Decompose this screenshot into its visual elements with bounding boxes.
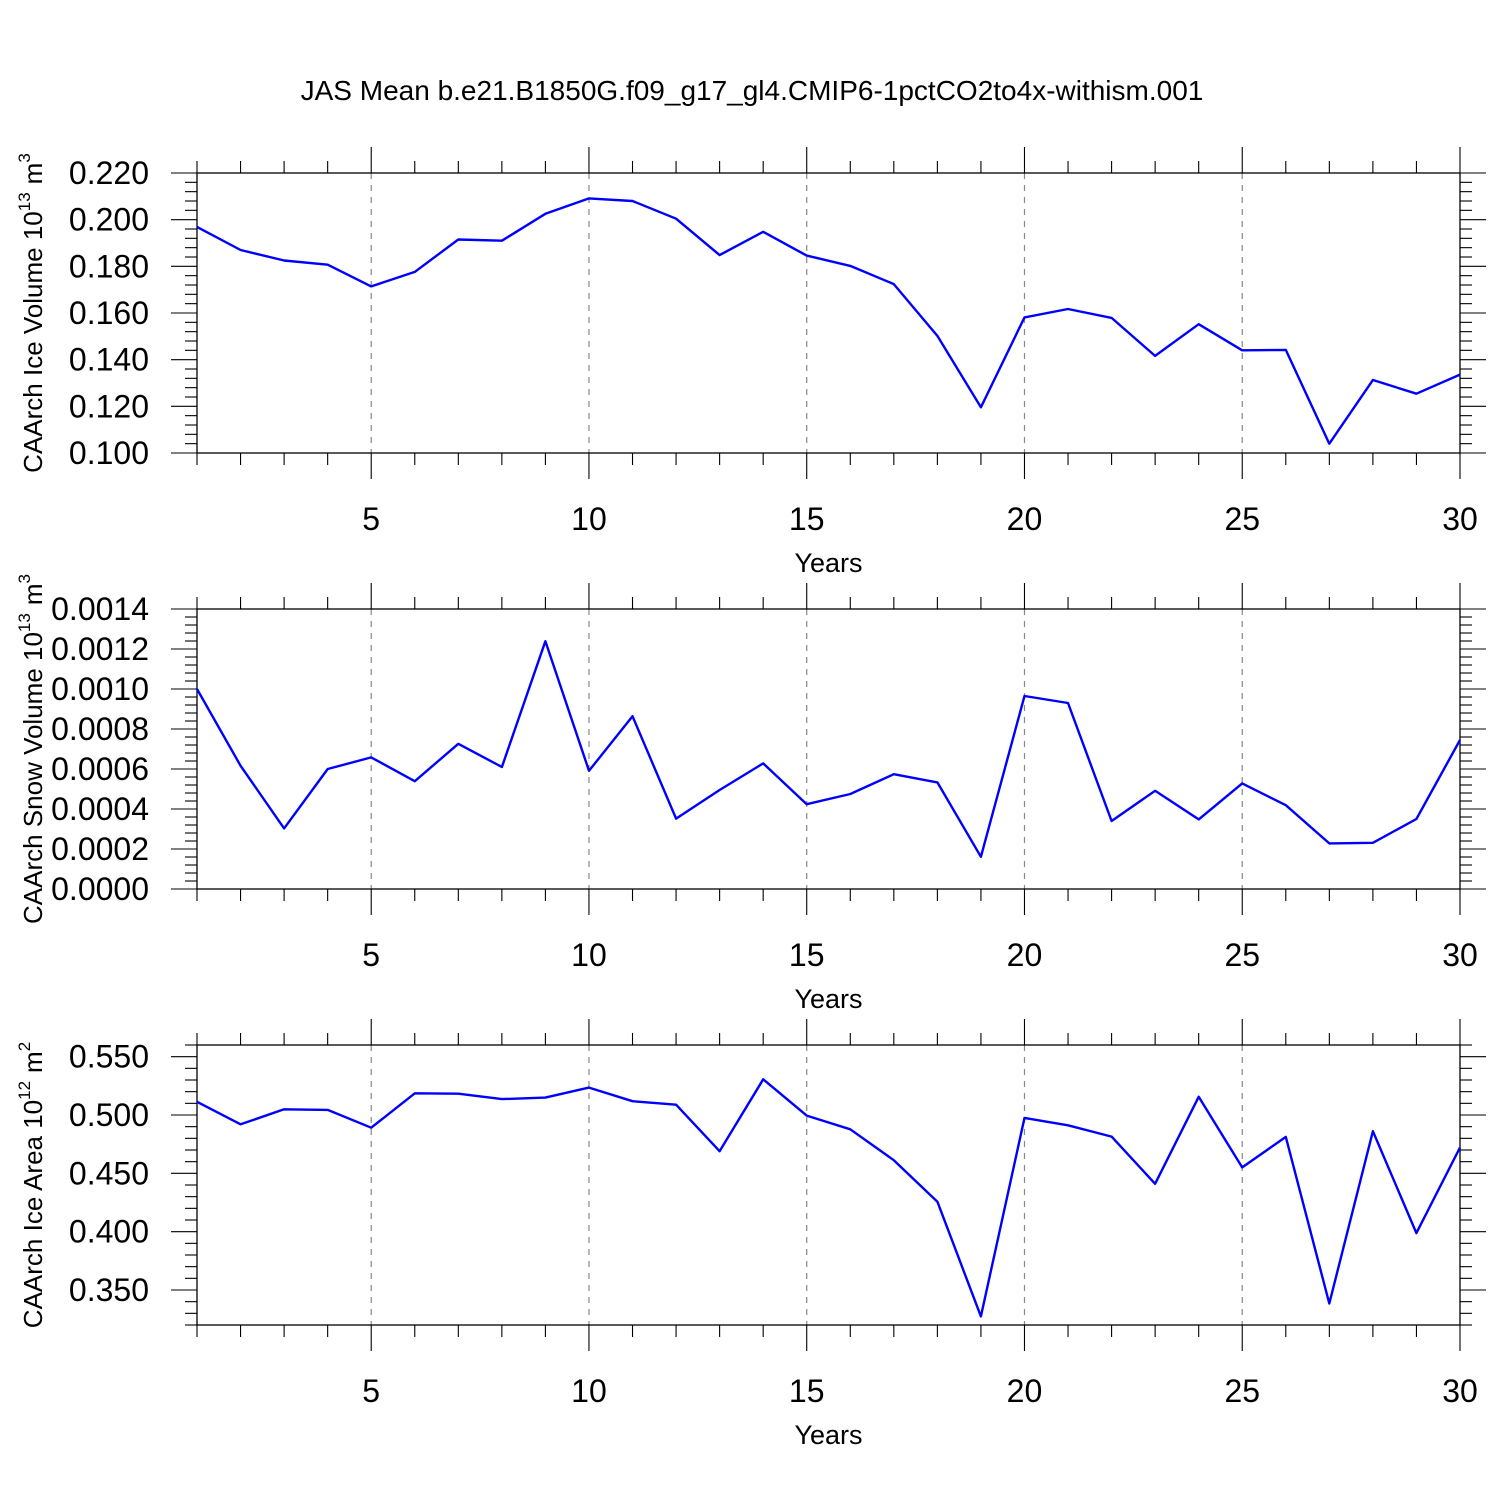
x-tick-label: 20 [1007,1373,1043,1409]
x-tick-label: 25 [1224,1373,1260,1409]
y-tick-label: 0.500 [69,1097,149,1133]
x-tick-label: 20 [1007,937,1043,973]
y-tick-label: 0.120 [69,388,149,424]
x-tick-label: 15 [789,501,825,537]
x-tick-label: 10 [571,1373,607,1409]
y-axis-label-text: CAArch Ice Volume 10 [18,211,48,473]
x-tick-label: 5 [362,1373,380,1409]
y-axis-label-unit: m [18,163,48,185]
x-axis-label: Years [794,984,862,1014]
y-tick-label: 0.350 [69,1272,149,1308]
y-tick-label: 0.180 [69,248,149,284]
y-tick-label: 0.400 [69,1214,149,1250]
y-tick-label: 0.450 [69,1155,149,1191]
y-tick-label: 0.0000 [51,871,149,907]
y-tick-label: 0.0014 [51,591,149,627]
y-tick-label: 0.220 [69,155,149,191]
y-axis-label-unit-exponent: 2 [15,1042,34,1051]
y-axis-label: CAArch Ice Area 1012 m2 [15,1042,48,1328]
x-tick-label: 10 [571,501,607,537]
y-axis-label-unit: m [18,583,48,605]
y-tick-label: 0.0012 [51,631,149,667]
y-tick-label: 0.100 [69,435,149,471]
y-axis-label-unit-exponent: 3 [15,574,34,583]
x-tick-label: 5 [362,937,380,973]
series-line [196,1078,1462,1318]
y-tick-label: 0.0006 [51,751,149,787]
y-tick-label: 0.200 [69,202,149,238]
plot-frame [196,1044,1461,1326]
y-tick-label: 0.550 [69,1039,149,1075]
x-axis-label: Years [794,548,862,578]
y-tick-label: 0.0010 [51,671,149,707]
chart-panel-3: 0.350 0.400 0.450 0.500 0.550 5 10 15 20 25 30 Year… [15,1019,1486,1450]
x-tick-label: 30 [1442,937,1478,973]
chart-panel-1: 0.100 0.120 0.140 0.160 0.180 0.200 0.220 5 10 15… [15,147,1486,578]
y-tick-label: 0.0004 [51,791,149,827]
chart-panel-2: 0.0000 0.0002 0.0004 0.0006 0.0008 0.0010 0.00… [15,574,1486,1014]
y-axis-label: CAArch Snow Volume 1013 m3 [15,574,48,924]
y-axis-label-text: CAArch Ice Area 10 [18,1100,48,1328]
x-tick-label: 25 [1224,937,1260,973]
x-tick-label: 15 [789,937,825,973]
series-line [196,197,1461,445]
x-tick-label: 20 [1007,501,1043,537]
figure-title: JAS Mean b.e21.B1850G.f09_g17_gl4.CMIP6-… [301,75,1204,106]
y-axis-label-exponent: 13 [15,192,34,211]
x-tick-label: 15 [789,1373,825,1409]
x-axis-label: Years [794,1420,862,1450]
y-axis-label-exponent: 12 [15,1081,34,1100]
plot-frame [196,608,1461,890]
y-axis-label: CAArch Ice Volume 1013 m3 [15,153,48,473]
y-tick-label: 0.160 [69,295,149,331]
y-tick-label: 0.0008 [51,711,149,747]
x-tick-label: 5 [362,501,380,537]
y-tick-label: 0.0002 [51,831,149,867]
x-tick-label: 25 [1224,501,1260,537]
x-tick-label: 10 [571,937,607,973]
x-tick-label: 30 [1442,1373,1478,1409]
y-axis-label-unit-exponent: 3 [15,153,34,162]
y-tick-label: 0.140 [69,342,149,378]
x-tick-label: 30 [1442,501,1478,537]
y-axis-label-exponent: 13 [15,613,34,632]
y-axis-label-unit: m [18,1051,48,1073]
series-line [195,640,1462,858]
y-axis-label-text: CAArch Snow Volume 10 [18,632,48,924]
plot-frame [196,172,1461,454]
